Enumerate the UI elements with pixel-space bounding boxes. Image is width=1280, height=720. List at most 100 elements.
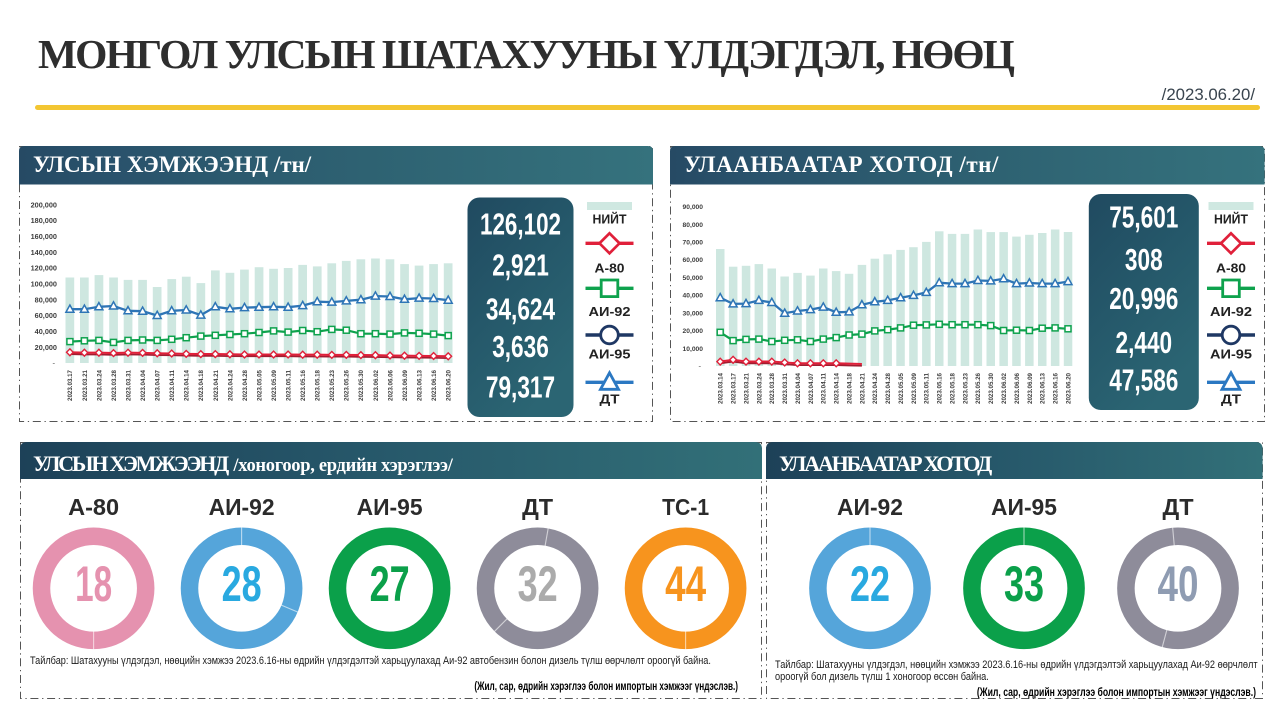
svg-text:18: 18 (75, 556, 112, 612)
svg-text:2023.04.28: 2023.04.28 (242, 370, 249, 401)
svg-text:2023.04.07: 2023.04.07 (808, 373, 815, 404)
svg-text:А-80: А-80 (68, 494, 119, 520)
svg-text:2023.03.24: 2023.03.24 (756, 373, 763, 404)
svg-text:3,636: 3,636 (492, 329, 549, 364)
svg-text:50,000: 50,000 (683, 275, 704, 282)
svg-text:УЛААНБААТАР ХОТОД /тн/: УЛААНБААТАР ХОТОД /тн/ (684, 152, 999, 177)
svg-text:2023.04.24: 2023.04.24 (227, 370, 234, 401)
svg-text:27: 27 (370, 556, 410, 612)
svg-text:АИ-92: АИ-92 (1210, 305, 1252, 319)
svg-text:22: 22 (850, 556, 890, 612)
svg-text:75,601: 75,601 (1109, 200, 1178, 235)
svg-text:2023.04.28: 2023.04.28 (885, 373, 892, 404)
svg-text:-: - (698, 362, 701, 371)
svg-text:2023.05.11: 2023.05.11 (286, 370, 293, 401)
svg-text:80,000: 80,000 (35, 295, 57, 304)
svg-text:2023.05.05: 2023.05.05 (256, 370, 263, 401)
svg-text:АИ-92: АИ-92 (837, 494, 903, 520)
svg-text:АИ-95: АИ-95 (357, 494, 423, 520)
svg-text:2,921: 2,921 (492, 248, 549, 283)
svg-text:ДТ: ДТ (600, 392, 620, 406)
svg-text:160,000: 160,000 (31, 232, 57, 241)
svg-text:2023.04.21: 2023.04.21 (213, 370, 220, 401)
svg-text:2023.04.11: 2023.04.11 (821, 373, 828, 404)
svg-text:2023.03.28: 2023.03.28 (769, 373, 776, 404)
svg-text:20,000: 20,000 (683, 328, 704, 335)
svg-text:2023.03.28: 2023.03.28 (111, 370, 118, 401)
svg-text:2023.04.24: 2023.04.24 (872, 373, 879, 404)
svg-text:308: 308 (1125, 242, 1163, 277)
svg-text:2023.05.30: 2023.05.30 (358, 370, 365, 401)
svg-text:60,000: 60,000 (683, 257, 704, 264)
svg-text:40,000: 40,000 (35, 327, 57, 336)
svg-text:2023.04.18: 2023.04.18 (847, 373, 854, 404)
svg-text:ДТ: ДТ (522, 494, 553, 520)
svg-text:20,000: 20,000 (35, 343, 57, 352)
svg-text:2023.05.05: 2023.05.05 (898, 373, 905, 404)
svg-text:40,000: 40,000 (683, 293, 704, 300)
svg-text:100,000: 100,000 (31, 280, 57, 289)
svg-text:2023.06.16: 2023.06.16 (1053, 373, 1060, 404)
svg-text:90,000: 90,000 (683, 204, 704, 211)
svg-text:32: 32 (518, 556, 558, 612)
svg-text:33: 33 (1004, 556, 1044, 612)
svg-text:УЛААНБААТАР ХОТОД: УЛААНБААТАР ХОТОД (779, 451, 992, 476)
svg-text:2023.05.11: 2023.05.11 (924, 373, 931, 404)
svg-text:2023.06.13: 2023.06.13 (417, 370, 424, 401)
svg-text:34,624: 34,624 (486, 292, 556, 327)
svg-text:АИ-95: АИ-95 (1210, 347, 1252, 361)
svg-text:2023.06.02: 2023.06.02 (373, 370, 380, 401)
svg-text:2023.03.21: 2023.03.21 (743, 373, 750, 404)
svg-text:2023.05.26: 2023.05.26 (975, 373, 982, 404)
svg-text:126,102: 126,102 (480, 207, 561, 242)
svg-text:44: 44 (665, 556, 706, 612)
svg-text:40: 40 (1158, 556, 1199, 612)
svg-text:АИ-92: АИ-92 (589, 305, 631, 319)
svg-text:2023.03.14: 2023.03.14 (718, 373, 725, 404)
svg-text:60,000: 60,000 (35, 311, 57, 320)
svg-text:2023.05.09: 2023.05.09 (911, 373, 918, 404)
svg-text:А-80: А-80 (1216, 262, 1246, 276)
svg-text:79,317: 79,317 (486, 370, 555, 405)
svg-text:180,000: 180,000 (31, 216, 57, 225)
svg-text:2023.05.16: 2023.05.16 (937, 373, 944, 404)
svg-text:2023.03.24: 2023.03.24 (96, 370, 103, 401)
svg-text:140,000: 140,000 (31, 248, 57, 257)
svg-text:2023.04.04: 2023.04.04 (795, 373, 802, 404)
svg-text:2023.04.07: 2023.04.07 (155, 370, 162, 401)
svg-text:2023.03.17: 2023.03.17 (731, 373, 738, 404)
svg-text:2023.05.26: 2023.05.26 (344, 370, 351, 401)
svg-text:2023.03.31: 2023.03.31 (126, 370, 133, 401)
svg-text:УЛСЫН ХЭМЖЭЭНД /тн/: УЛСЫН ХЭМЖЭЭНД /тн/ (33, 152, 312, 177)
svg-text:70,000: 70,000 (683, 240, 704, 247)
svg-text:2023.06.09: 2023.06.09 (1027, 373, 1034, 404)
svg-text:2023.05.23: 2023.05.23 (962, 373, 969, 404)
svg-text:АИ-95: АИ-95 (991, 494, 1057, 520)
svg-text:120,000: 120,000 (31, 264, 57, 273)
svg-text:2023.04.14: 2023.04.14 (834, 373, 841, 404)
svg-text:2023.05.16: 2023.05.16 (300, 370, 307, 401)
svg-text:2023.04.04: 2023.04.04 (140, 370, 147, 401)
svg-text:2023.03.17: 2023.03.17 (67, 370, 74, 401)
svg-text:28: 28 (222, 556, 262, 612)
svg-text:2023.04.11: 2023.04.11 (169, 370, 176, 401)
svg-text:АИ-95: АИ-95 (589, 347, 631, 361)
svg-text:20,996: 20,996 (1109, 281, 1178, 316)
svg-text:10,000: 10,000 (683, 346, 704, 353)
svg-text:2023.06.06: 2023.06.06 (387, 370, 394, 401)
svg-text:УЛСЫН ХЭМЖЭЭНД /хоногоор, ерди: УЛСЫН ХЭМЖЭЭНД /хоногоор, ердийн хэрэглэ… (33, 451, 454, 476)
svg-text:А-80: А-80 (595, 262, 625, 276)
svg-text:2,440: 2,440 (1116, 325, 1173, 360)
svg-text:2023.06.02: 2023.06.02 (1001, 373, 1008, 404)
svg-text:НИЙТ: НИЙТ (1214, 211, 1248, 226)
svg-text:2023.05.18: 2023.05.18 (315, 370, 322, 401)
svg-text:2023.05.23: 2023.05.23 (329, 370, 336, 401)
svg-text:2023.05.09: 2023.05.09 (271, 370, 278, 401)
svg-text:ДТ: ДТ (1221, 392, 1241, 406)
svg-text:2023.03.21: 2023.03.21 (82, 370, 89, 401)
svg-text:НИЙТ: НИЙТ (593, 211, 627, 226)
svg-text:2023.06.09: 2023.06.09 (402, 370, 409, 401)
svg-text:2023.04.14: 2023.04.14 (184, 370, 191, 401)
svg-text:47,586: 47,586 (1109, 363, 1178, 398)
svg-text:2023.04.18: 2023.04.18 (198, 370, 205, 401)
